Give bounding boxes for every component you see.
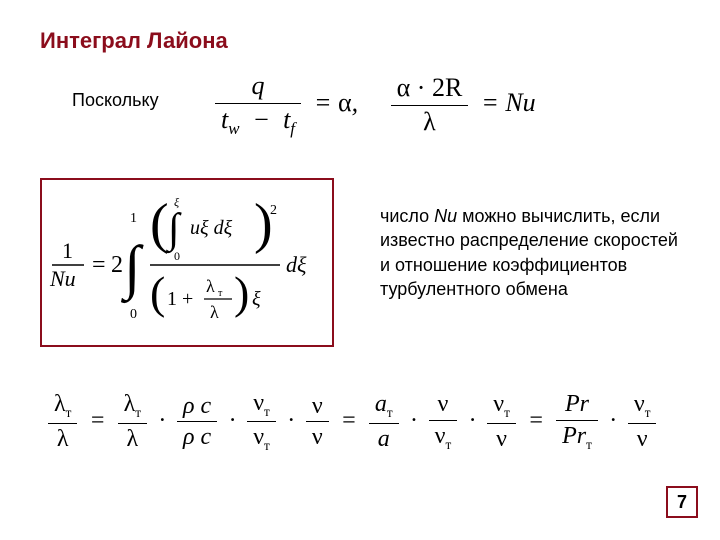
slide-title: Интеграл Лайона [40,28,228,54]
svg-text:0: 0 [130,307,137,322]
sym-lambda: λ [423,107,436,136]
svg-text:λ: λ [206,276,215,296]
svg-text:λ: λ [210,302,219,322]
text-p1: число [380,206,434,226]
svg-text:1: 1 [130,211,137,226]
svg-text:): ) [234,267,249,318]
svg-text:1: 1 [62,238,73,263]
sym-alpha: α [338,88,352,117]
svg-text:0: 0 [174,249,180,263]
equation-svg: 1 Nu = 2 ∫ 1 0 ( ) 2 ∫ ξ 0 uξ dξ ( 1 + λ… [42,180,332,345]
sym-q: q [252,71,265,100]
equation-bottom: λт λ = λт λ · ρ c ρ c · νт νт · ν ν = aт… [48,390,656,454]
explanatory-text: число Nu можно вычислить, если известно … [380,204,690,301]
svg-text:=: = [92,252,106,278]
svg-text:2: 2 [270,203,277,218]
svg-text:2: 2 [111,252,123,278]
sub-f: f [290,119,295,138]
page-number: 7 [666,486,698,518]
num-2r: α · 2R [397,73,463,102]
svg-text:1 +: 1 + [167,288,193,310]
boxed-equation: 1 Nu = 2 ∫ 1 0 ( ) 2 ∫ ξ 0 uξ dξ ( 1 + λ… [40,178,334,347]
svg-text:∫: ∫ [121,234,144,304]
comma: , [352,88,359,117]
text-nu: Nu [434,206,457,226]
since-label: Поскольку [72,90,159,111]
svg-text:ξ: ξ [174,195,180,209]
svg-text:dξ: dξ [286,252,307,277]
svg-text:Nu: Nu [49,266,76,291]
svg-text:ξ: ξ [252,288,261,310]
svg-text:uξ dξ: uξ dξ [190,217,233,239]
svg-text:(: ( [150,267,165,318]
svg-text:(: ( [150,193,169,255]
svg-text:т: т [218,288,223,299]
svg-text:∫: ∫ [165,206,182,254]
sub-w: w [228,119,239,138]
equation-top: q tw − tf = α, α · 2R λ = Nu [215,72,595,138]
sym-Nu: Nu [505,88,535,117]
